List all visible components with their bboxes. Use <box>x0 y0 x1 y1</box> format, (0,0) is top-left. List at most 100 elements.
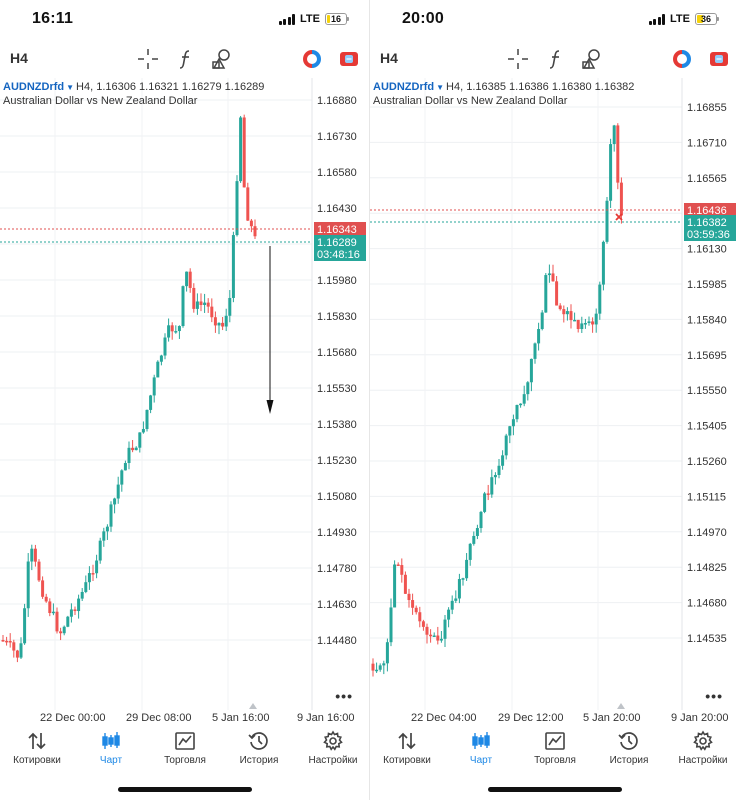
candle-body <box>159 355 163 362</box>
scroll-marker-icon[interactable] <box>617 703 625 709</box>
candle-body <box>382 663 386 666</box>
candle-body <box>15 650 19 658</box>
scroll-marker-icon[interactable] <box>249 703 257 709</box>
candle-body <box>239 117 243 182</box>
nav-item-chart[interactable]: Чарт <box>444 730 518 766</box>
nav-label: Котировки <box>383 755 431 766</box>
one-click-trading-icon[interactable] <box>300 47 324 71</box>
drawn-arrow-head[interactable] <box>266 400 274 414</box>
phone-right: 20:00 LTE 36 H4 <box>370 0 739 800</box>
candle-body <box>537 329 541 344</box>
candle-body <box>421 621 425 627</box>
candle-body <box>573 319 577 322</box>
nav-item-trade[interactable]: Торговля <box>518 730 592 766</box>
nav-item-quotes[interactable]: Котировки <box>370 730 444 766</box>
candle-body <box>454 598 458 601</box>
crosshair-icon[interactable] <box>506 47 530 71</box>
symbol-name[interactable]: AUDNZDrfd <box>373 81 435 93</box>
symbol-dropdown-icon[interactable]: ▼ <box>436 83 445 92</box>
chart-area[interactable]: 1.168801.167301.165801.164301.161301.159… <box>0 78 369 710</box>
nav-label: Настройки <box>678 755 728 766</box>
candle-body <box>432 635 436 638</box>
symbol-dropdown-icon[interactable]: ▼ <box>66 83 75 92</box>
symbol-name[interactable]: AUDNZDrfd <box>3 81 65 93</box>
status-bar: 20:00 LTE 36 <box>370 0 739 40</box>
objects-icon[interactable] <box>580 47 604 71</box>
candle-body <box>73 609 77 612</box>
nav-item-quotes[interactable]: Котировки <box>0 730 74 766</box>
more-icon[interactable]: ••• <box>705 688 723 704</box>
candle-body <box>436 635 440 641</box>
price-tick: 1.14825 <box>687 562 727 574</box>
price-tick: 1.14970 <box>687 527 727 539</box>
indicators-icon[interactable] <box>544 47 568 71</box>
candle-body <box>551 273 555 282</box>
candle-body <box>95 560 99 574</box>
price-tick: 1.14780 <box>317 563 357 575</box>
network-type: LTE <box>300 13 320 25</box>
status-time: 16:11 <box>32 10 74 27</box>
nav-item-settings[interactable]: Настройки <box>296 730 369 766</box>
nav-item-history[interactable]: История <box>592 730 666 766</box>
candle-body <box>174 331 178 333</box>
order-close-marker-icon <box>615 213 623 221</box>
candle-body <box>580 323 584 329</box>
candle-body <box>249 220 253 227</box>
time-tick: 5 Jan 20:00 <box>583 712 641 724</box>
nav-item-history[interactable]: История <box>222 730 296 766</box>
more-icon[interactable]: ••• <box>335 688 353 704</box>
candle-body <box>127 447 131 464</box>
ask-price-tag <box>684 203 736 216</box>
objects-icon[interactable] <box>210 47 234 71</box>
candle-body <box>385 642 389 664</box>
price-tick: 1.16730 <box>317 131 357 143</box>
candle-body <box>188 271 192 288</box>
candle-body <box>163 337 167 356</box>
candle-body <box>407 593 411 601</box>
bottom-nav: Котировки Чарт Торговля История Настройк… <box>370 730 739 774</box>
crosshair-icon[interactable] <box>136 47 160 71</box>
candle-body <box>105 526 109 532</box>
one-click-trading-icon[interactable] <box>670 47 694 71</box>
trade-icon <box>518 730 592 752</box>
battery-level: 16 <box>330 14 341 24</box>
candle-body <box>591 321 595 325</box>
candle-body <box>450 600 454 610</box>
timeframe-button[interactable]: H4 <box>380 50 398 66</box>
price-chart[interactable]: 1.168801.167301.165801.164301.161301.159… <box>0 78 369 710</box>
ask-price-label: 1.16436 <box>687 205 727 217</box>
candle-body <box>465 559 469 579</box>
timeframe-button[interactable]: H4 <box>10 50 28 66</box>
price-tick: 1.15405 <box>687 421 727 433</box>
price-tick: 1.15530 <box>317 383 357 395</box>
price-tick: 1.16430 <box>317 203 357 215</box>
candle-body <box>253 226 257 237</box>
nav-item-trade[interactable]: Торговля <box>148 730 222 766</box>
candle-body <box>19 643 23 658</box>
candle-body <box>131 447 135 451</box>
chart-area[interactable]: 1.168551.167101.165651.162751.161301.159… <box>370 78 739 710</box>
time-tick: 22 Dec 00:00 <box>40 712 106 724</box>
candle-body <box>411 600 415 608</box>
account-icon[interactable] <box>337 47 361 71</box>
chart-toolbar: H4 <box>0 44 369 74</box>
bid-price-label: 1.16382 <box>687 217 727 229</box>
indicators-icon[interactable] <box>174 47 198 71</box>
candle-body <box>533 343 537 359</box>
bid-price-label: 1.16289 <box>317 237 357 249</box>
nav-item-chart[interactable]: Чарт <box>74 730 148 766</box>
candle-body <box>501 455 505 466</box>
candle-body <box>123 463 127 471</box>
nav-item-settings[interactable]: Настройки <box>666 730 739 766</box>
phone-left: 16:11 LTE 16 H4 <box>0 0 369 800</box>
candle-body <box>515 404 519 420</box>
symbol-description: Australian Dollar vs New Zealand Dollar <box>3 95 198 107</box>
price-tick: 1.14480 <box>317 635 357 647</box>
account-icon[interactable] <box>707 47 731 71</box>
time-tick: 9 Jan 16:00 <box>297 712 355 724</box>
candle-body <box>605 200 609 242</box>
quotes-icon <box>0 730 74 752</box>
price-chart[interactable]: 1.168551.167101.165651.162751.161301.159… <box>370 78 739 710</box>
time-tick: 22 Dec 04:00 <box>411 712 477 724</box>
candle-body <box>210 306 214 318</box>
